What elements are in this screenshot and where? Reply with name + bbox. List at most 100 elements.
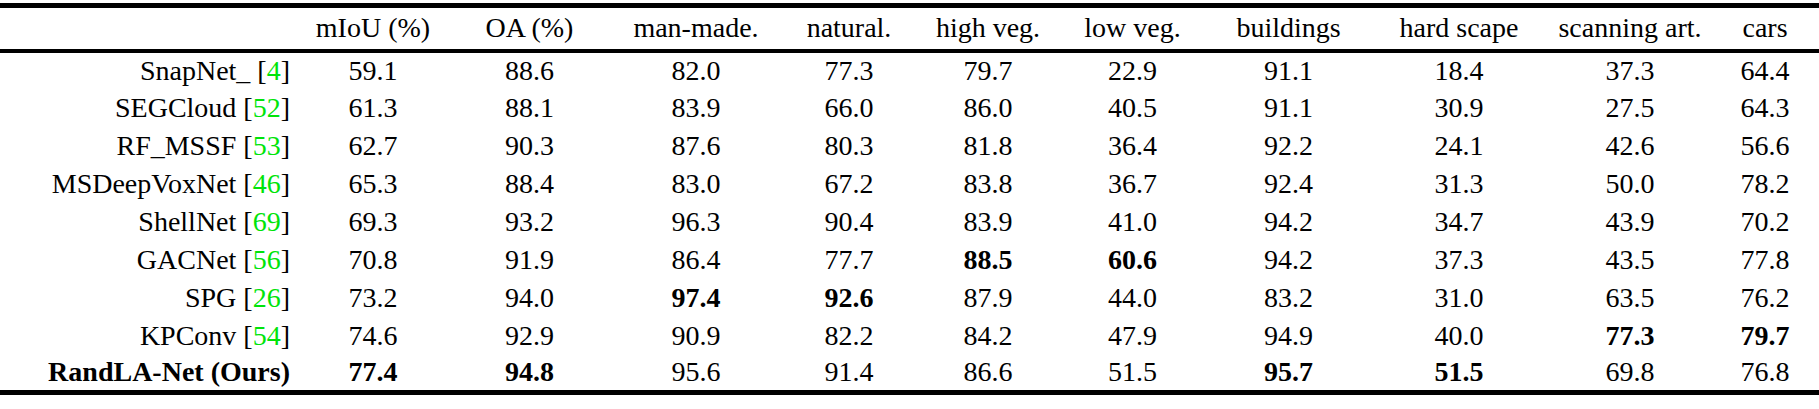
value-cell: 92.6 [779,279,919,317]
table-row: MSDeepVoxNet [46]65.388.483.067.283.836.… [0,165,1819,203]
value-cell: 24.1 [1369,127,1549,165]
value-cell: 93.2 [446,203,613,241]
value-cell: 43.9 [1549,203,1711,241]
value-cell: 63.5 [1549,279,1711,317]
citation-bracket: [ [243,92,252,123]
value-cell: 70.2 [1711,203,1819,241]
method-name: RandLA-Net (Ours) [48,356,290,387]
value-cell: 50.0 [1549,165,1711,203]
value-cell: 76.8 [1711,355,1819,393]
value-cell: 40.5 [1057,89,1208,127]
citation-link[interactable]: [46] [243,168,290,199]
value-cell: 84.2 [919,317,1057,355]
value-cell: 94.9 [1208,317,1369,355]
value-cell: 77.7 [779,241,919,279]
citation-link[interactable]: [26] [243,282,290,313]
citation-bracket: [ [243,206,252,237]
table-row: KPConv [54]74.692.990.982.284.247.994.94… [0,317,1819,355]
method-name: SEGCloud [115,92,236,123]
method-column-header [0,6,300,51]
value-cell: 88.1 [446,89,613,127]
method-name-cell: ShellNet [69] [0,203,300,241]
value-cell: 69.3 [300,203,446,241]
method-name-cell: SEGCloud [52] [0,89,300,127]
value-cell: 67.2 [779,165,919,203]
value-cell: 37.3 [1549,51,1711,89]
table-row: SPG [26]73.294.097.492.687.944.083.231.0… [0,279,1819,317]
value-cell: 91.9 [446,241,613,279]
value-cell: 31.3 [1369,165,1549,203]
value-cell: 61.3 [300,89,446,127]
method-name: SnapNet_ [140,55,250,86]
value-cell: 64.4 [1711,51,1819,89]
value-cell: 77.3 [779,51,919,89]
citation-number: 69 [253,206,281,237]
value-cell: 81.8 [919,127,1057,165]
citation-bracket: [ [243,320,252,351]
value-cell: 51.5 [1369,355,1549,393]
value-cell: 62.7 [300,127,446,165]
value-cell: 76.2 [1711,279,1819,317]
value-cell: 64.3 [1711,89,1819,127]
citation-bracket: ] [281,92,290,123]
method-name: MSDeepVoxNet [52,168,237,199]
column-header: cars [1711,6,1819,51]
citation-link[interactable]: [54] [243,320,290,351]
value-cell: 43.5 [1549,241,1711,279]
citation-bracket: ] [281,320,290,351]
column-header: hard scape [1369,6,1549,51]
value-cell: 83.8 [919,165,1057,203]
value-cell: 37.3 [1369,241,1549,279]
citation-link[interactable]: [53] [243,130,290,161]
method-name: SPG [185,282,236,313]
value-cell: 31.0 [1369,279,1549,317]
value-cell: 56.6 [1711,127,1819,165]
column-header: low veg. [1057,6,1208,51]
method-name-cell: SnapNet_ [4] [0,51,300,89]
method-name: ShellNet [138,206,236,237]
value-cell: 42.6 [1549,127,1711,165]
citation-link[interactable]: [56] [243,244,290,275]
value-cell: 91.4 [779,355,919,393]
column-header: mIoU (%) [300,6,446,51]
method-name: GACNet [137,244,237,275]
value-cell: 90.4 [779,203,919,241]
value-cell: 91.1 [1208,89,1369,127]
value-cell: 74.6 [300,317,446,355]
citation-number: 56 [253,244,281,275]
value-cell: 80.3 [779,127,919,165]
value-cell: 82.2 [779,317,919,355]
value-cell: 87.6 [613,127,779,165]
citation-link[interactable]: [4] [257,55,290,86]
method-name-cell: SPG [26] [0,279,300,317]
value-cell: 66.0 [779,89,919,127]
column-header: OA (%) [446,6,613,51]
table-row: SEGCloud [52]61.388.183.966.086.040.591.… [0,89,1819,127]
citation-link[interactable]: [69] [243,206,290,237]
table-row: ShellNet [69]69.393.296.390.483.941.094.… [0,203,1819,241]
value-cell: 79.7 [1711,317,1819,355]
citation-link[interactable]: [52] [243,92,290,123]
method-name-cell: MSDeepVoxNet [46] [0,165,300,203]
value-cell: 27.5 [1549,89,1711,127]
value-cell: 40.0 [1369,317,1549,355]
value-cell: 79.7 [919,51,1057,89]
citation-bracket: [ [243,168,252,199]
value-cell: 87.9 [919,279,1057,317]
value-cell: 47.9 [1057,317,1208,355]
value-cell: 30.9 [1369,89,1549,127]
value-cell: 83.0 [613,165,779,203]
value-cell: 77.4 [300,355,446,393]
citation-bracket: ] [281,168,290,199]
value-cell: 60.6 [1057,241,1208,279]
table-row: GACNet [56]70.891.986.477.788.560.694.23… [0,241,1819,279]
citation-bracket: [ [243,244,252,275]
header-row: mIoU (%)OA (%)man-made.natural.high veg.… [0,6,1819,51]
citation-number: 52 [253,92,281,123]
value-cell: 90.9 [613,317,779,355]
value-cell: 83.9 [613,89,779,127]
value-cell: 73.2 [300,279,446,317]
value-cell: 95.6 [613,355,779,393]
value-cell: 83.2 [1208,279,1369,317]
column-header: buildings [1208,6,1369,51]
